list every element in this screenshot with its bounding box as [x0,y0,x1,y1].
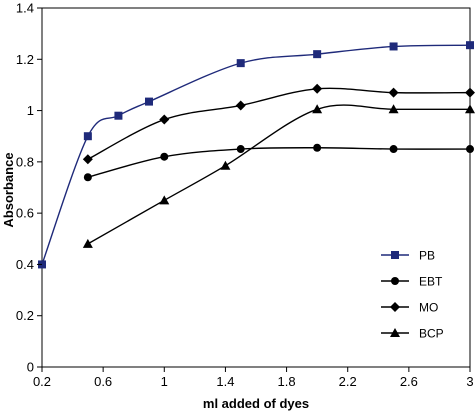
series-bcp [82,104,475,248]
legend-label-bcp: BCP [419,327,444,341]
legend-label-ebt: EBT [419,275,443,289]
y-tick-label: 0.8 [16,154,34,169]
y-tick-label: 1 [27,103,34,118]
legend-marker-pb [391,251,399,259]
data-point-ebt [83,173,92,182]
x-tick-label: 0.2 [33,374,51,389]
data-point-pb [145,97,153,106]
data-point-ebt [313,143,322,152]
legend: PB EBT MO BCP [381,249,444,341]
data-point-bcp [312,104,323,114]
y-tick-label: 0 [27,360,34,375]
data-point-ebt [389,145,398,154]
plot-frame [41,7,471,368]
data-point-bcp [388,104,399,114]
x-tick-label: 1.8 [278,374,296,389]
legend-label-pb: PB [419,249,435,263]
legend-item-bcp: BCP [381,327,444,341]
series-line-ebt [87,147,471,178]
data-point-pb [313,50,322,59]
x-tick-label: 1.4 [216,374,234,389]
data-point-pb [466,41,474,50]
data-point-mo [235,100,246,111]
data-point-mo [159,114,170,125]
data-point-pb [114,111,123,120]
data-point-ebt [466,145,474,154]
data-point-bcp [159,195,170,205]
y-tick-label: 1.2 [16,52,34,67]
data-point-mo [82,154,93,165]
series-line-pb [41,44,471,265]
y-tick-label: 1.4 [16,1,34,16]
legend-label-mo: MO [419,301,438,315]
x-tick-label: 3 [466,374,473,389]
legend-item-pb: PB [381,249,435,263]
data-point-ebt [236,145,245,154]
series-layer [38,41,475,269]
series-ebt [83,143,474,182]
data-point-mo [388,87,399,98]
legend-marker-mo [390,302,400,312]
y-axis-title: Absorbance [1,152,16,227]
data-point-pb [83,132,92,141]
legend-item-ebt: EBT [381,275,443,289]
y-axis-ticks: 0 0.2 0.4 0.6 0.8 1 1.2 1.4 [16,1,42,375]
legend-marker-bcp [390,328,400,337]
series-line-mo [87,87,471,160]
x-tick-label: 1 [161,374,168,389]
x-tick-label: 2.6 [400,374,418,389]
x-axis-ticks: 0.2 0.6 1 1.4 1.8 2.2 2.6 3 [33,367,474,389]
x-axis-title: ml added of dyes [203,396,309,411]
legend-item-mo: MO [381,301,438,315]
data-point-pb [389,42,398,51]
x-tick-label: 2.2 [339,374,357,389]
data-point-pb [236,59,245,68]
y-tick-label: 0.6 [16,206,34,221]
plot-area [41,7,471,368]
series-line-bcp [87,104,470,245]
data-point-mo [312,83,323,94]
y-tick-label: 0.4 [16,257,34,272]
legend-marker-ebt [391,277,399,285]
data-point-bcp [82,238,93,248]
data-point-mo [465,87,475,98]
data-point-bcp [220,160,231,170]
y-tick-label: 0.2 [16,308,34,323]
data-point-bcp [465,104,475,114]
series-mo [82,83,475,165]
data-point-ebt [160,152,169,161]
x-tick-label: 0.6 [94,374,112,389]
